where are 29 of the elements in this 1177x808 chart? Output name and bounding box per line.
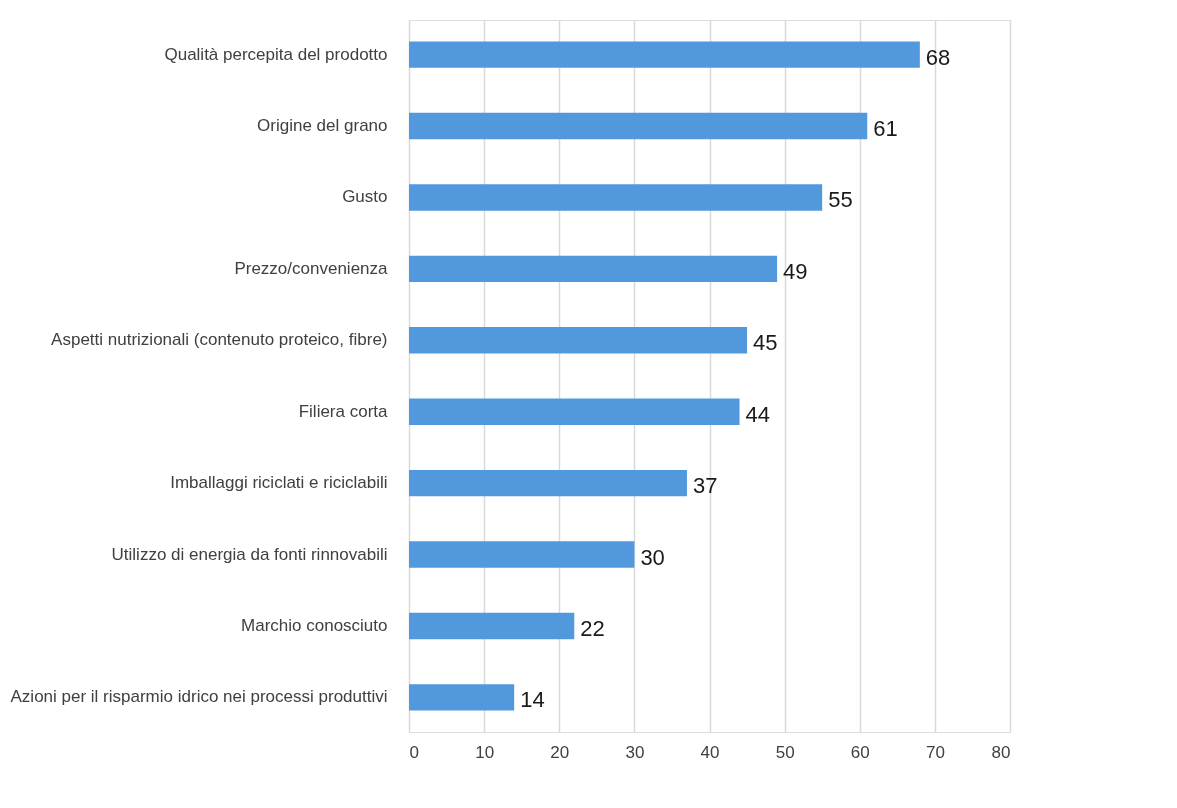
y-tick-label: Prezzo/convenienza bbox=[234, 258, 389, 278]
y-tick-label: Utilizzo di energia da fonti rinnovabili bbox=[111, 544, 388, 564]
y-tick-label: Filiera corta bbox=[298, 401, 389, 421]
data-label: 61 bbox=[873, 116, 898, 142]
y-tick-label: Aspetti nutrizionali (contenuto proteico, fibre) bbox=[51, 330, 388, 350]
x-tick-label: 50 bbox=[775, 742, 795, 762]
y-tick-label: Imballaggi riciclati e riciclabili bbox=[170, 473, 388, 493]
data-label: 45 bbox=[753, 330, 778, 356]
data-label: 55 bbox=[828, 187, 853, 213]
y-tick-label: Azioni per il risparmio idrico nei processi produttivi bbox=[10, 687, 388, 707]
x-tick-label: 60 bbox=[850, 742, 870, 762]
x-tick-label: 70 bbox=[925, 742, 945, 762]
x-tick-label: 10 bbox=[475, 742, 495, 762]
data-label: 44 bbox=[745, 401, 771, 427]
x-tick-label: 80 bbox=[991, 742, 1011, 762]
data-label: 30 bbox=[640, 544, 665, 570]
x-tick-label: 20 bbox=[550, 742, 570, 762]
y-tick-label: Marchio conosciuto bbox=[241, 615, 388, 635]
data-label: 49 bbox=[783, 258, 808, 284]
data-label: 22 bbox=[580, 615, 605, 641]
x-tick-label: 40 bbox=[700, 742, 720, 762]
x-tick-label: 30 bbox=[625, 742, 645, 762]
y-tick-label: Gusto bbox=[342, 187, 388, 207]
data-label: 68 bbox=[925, 44, 951, 70]
y-tick-label: Qualità percepita del prodotto bbox=[164, 44, 388, 64]
x-tick-label: 0 bbox=[409, 742, 419, 762]
data-label: 14 bbox=[520, 687, 545, 713]
y-tick-label: Origine del grano bbox=[257, 116, 388, 136]
data-label: 37 bbox=[692, 473, 718, 499]
